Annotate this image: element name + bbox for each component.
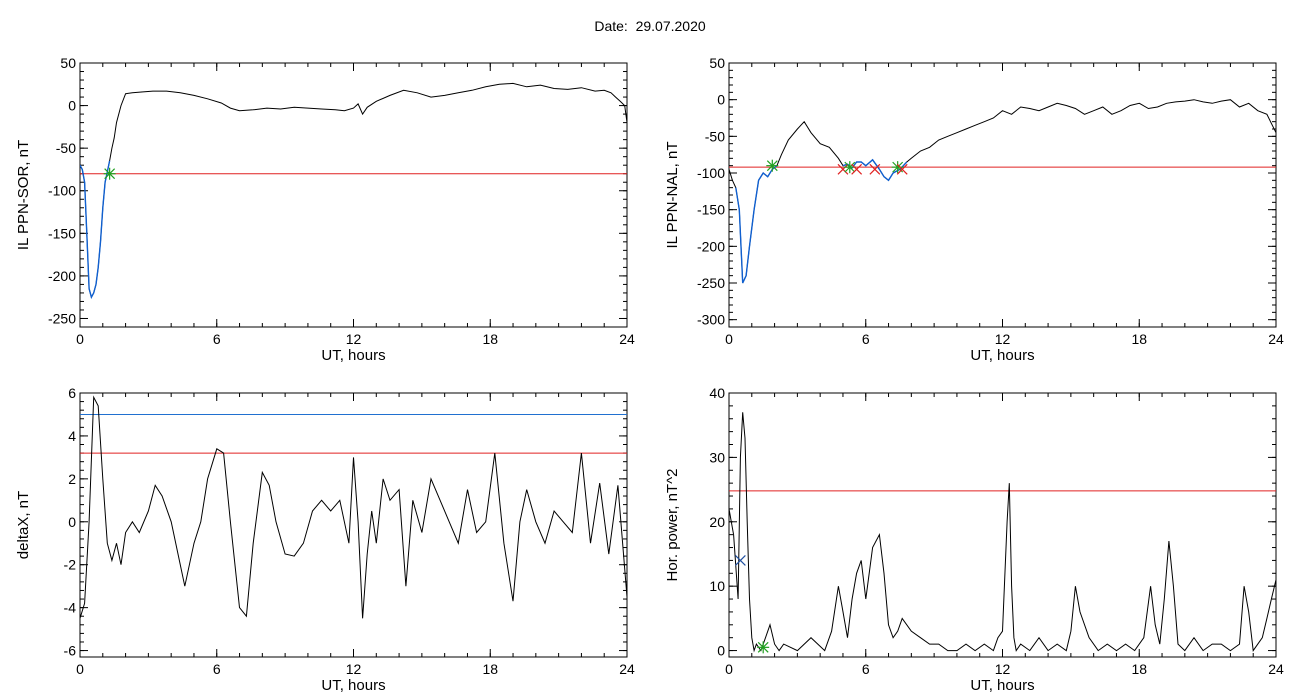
x-axis-title: UT, hours bbox=[321, 677, 385, 694]
star-marker bbox=[891, 161, 904, 174]
chart-panel-p1: 0 6 12 18 24 -250 -200 -150 -100 -50 0 50 UT, hours I… bbox=[15, 55, 635, 364]
y-tick-label: -4 bbox=[64, 600, 77, 616]
x-tick-label: 18 bbox=[1131, 331, 1147, 347]
cross-marker bbox=[869, 163, 881, 175]
y-tick-label: 0 bbox=[68, 514, 76, 530]
series-line bbox=[80, 82, 627, 299]
date-label: Date: bbox=[594, 18, 628, 34]
y-axis-title: IL PPN-NAL, nT bbox=[664, 142, 681, 249]
x-tick-label: 6 bbox=[862, 331, 870, 347]
x-axis-title: UT, hours bbox=[321, 347, 385, 364]
y-tick-label: 10 bbox=[709, 578, 725, 594]
x-tick-label: 24 bbox=[619, 331, 635, 347]
highlight-segment bbox=[80, 160, 111, 300]
x-tick-label: 18 bbox=[1131, 661, 1147, 677]
y-tick-label: 30 bbox=[709, 449, 725, 465]
y-tick-label: -250 bbox=[697, 275, 725, 291]
x-axis-title: UT, hours bbox=[970, 677, 1034, 694]
highlight-segment bbox=[842, 158, 908, 182]
x-tick-label: 6 bbox=[213, 331, 221, 347]
x-tick-label: 0 bbox=[76, 661, 84, 677]
y-tick-label: 20 bbox=[709, 514, 725, 530]
y-tick-label: -50 bbox=[705, 128, 725, 144]
x-tick-label: 24 bbox=[1268, 331, 1284, 347]
chart-panel-p4: 0 6 12 18 24 0 10 20 30 40 UT, hours Hor. power, nT… bbox=[664, 385, 1284, 694]
y-tick-label: -300 bbox=[697, 312, 725, 328]
date-value: 29.07.2020 bbox=[635, 18, 706, 34]
x-tick-label: 6 bbox=[862, 661, 870, 677]
y-tick-label: 0 bbox=[717, 92, 725, 108]
plot-frame bbox=[728, 62, 1277, 328]
y-tick-label: 2 bbox=[68, 471, 76, 487]
y-tick-label: -150 bbox=[48, 225, 76, 241]
x-tick-label: 0 bbox=[725, 331, 733, 347]
x-tick-label: 0 bbox=[76, 331, 84, 347]
y-tick-label: 40 bbox=[709, 385, 725, 401]
series-line bbox=[729, 412, 1276, 653]
y-tick-label: 0 bbox=[68, 98, 76, 114]
y-tick-label: -50 bbox=[56, 140, 76, 156]
figure-header: Date: 29.07.2020 bbox=[0, 18, 1300, 34]
star-marker bbox=[103, 167, 116, 180]
y-tick-label: 50 bbox=[709, 55, 725, 71]
y-tick-label: -100 bbox=[48, 183, 76, 199]
y-tick-label: 4 bbox=[68, 428, 76, 444]
cross-marker bbox=[837, 163, 849, 175]
x-tick-label: 18 bbox=[482, 661, 498, 677]
x-tick-label: 12 bbox=[346, 661, 362, 677]
plot-frame bbox=[79, 62, 628, 328]
y-axis-title: Hor. power, nT^2 bbox=[664, 469, 681, 582]
series-line bbox=[80, 395, 627, 619]
x-tick-label: 18 bbox=[482, 331, 498, 347]
y-tick-label: -6 bbox=[64, 643, 77, 659]
y-tick-label: 6 bbox=[68, 385, 76, 401]
y-tick-label: -2 bbox=[64, 557, 77, 573]
x-tick-label: 24 bbox=[619, 661, 635, 677]
y-axis-title: IL PPN-SOR, nT bbox=[15, 140, 32, 250]
y-tick-label: 0 bbox=[717, 643, 725, 659]
highlight-segment bbox=[735, 165, 778, 284]
y-tick-label: -150 bbox=[697, 202, 725, 218]
x-tick-label: 12 bbox=[995, 331, 1011, 347]
y-tick-label: -200 bbox=[48, 268, 76, 284]
y-tick-label: -250 bbox=[48, 310, 76, 326]
plot-frame bbox=[728, 392, 1277, 658]
cross-marker bbox=[851, 163, 863, 175]
star-marker bbox=[766, 159, 779, 172]
star-marker bbox=[757, 641, 770, 654]
x-tick-label: 0 bbox=[725, 661, 733, 677]
plot-frame bbox=[79, 392, 628, 658]
y-tick-label: -200 bbox=[697, 238, 725, 254]
x-tick-label: 12 bbox=[346, 331, 362, 347]
chart-panel-p2: 0 6 12 18 24 -300 -250 -200 -150 -100 -50 0 50 UT, ho… bbox=[664, 55, 1284, 364]
y-axis-title: deltaX, nT bbox=[15, 491, 32, 559]
cross-marker bbox=[896, 163, 908, 175]
series-line bbox=[729, 99, 1276, 284]
y-tick-label: 50 bbox=[60, 55, 76, 71]
y-tick-label: -100 bbox=[697, 165, 725, 181]
x-tick-label: 6 bbox=[213, 661, 221, 677]
x-axis-title: UT, hours bbox=[970, 347, 1034, 364]
cross-marker bbox=[734, 554, 746, 566]
x-tick-label: 24 bbox=[1268, 661, 1284, 677]
x-tick-label: 12 bbox=[995, 661, 1011, 677]
